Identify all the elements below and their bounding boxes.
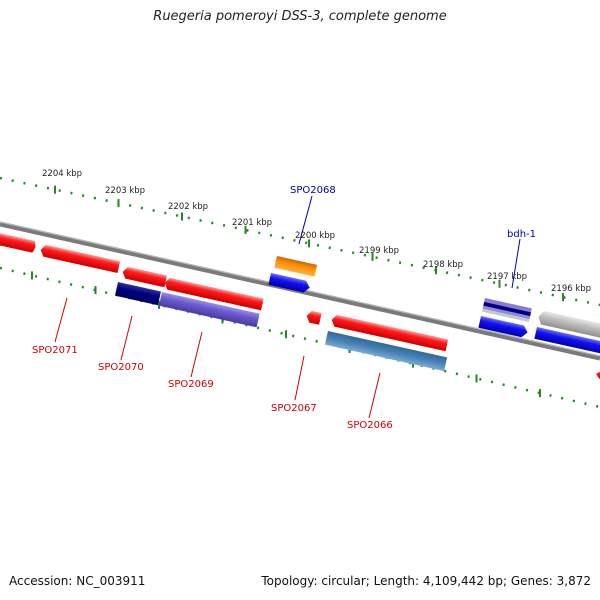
feature-spo2067[interactable] [305,310,322,325]
feature-blue-arrow-3[interactable] [534,327,600,354]
leader-spo2071 [54,297,68,343]
tick-labels: 2204 kbp 2203 kbp 2202 kbp 2201 kbp 2200… [42,169,591,294]
feature-spo2066-red[interactable] [330,314,449,352]
tick-label: 2202 kbp [168,202,208,212]
tick-label: 2200 kbp [295,231,335,241]
gene-label-spo2068[interactable]: SPO2068 [290,185,336,196]
tick-label: 2196 kbp [551,284,591,294]
feature-spo2068-orange[interactable] [274,256,318,277]
feature-spo2070-navy[interactable] [114,282,161,306]
feature-gray[interactable] [537,310,600,339]
feature-bdh-1-striped[interactable] [481,298,532,323]
feature-spo2071[interactable] [39,244,121,274]
leader-spo2066 [368,372,381,419]
tick-label: 2204 kbp [42,169,82,179]
tick-label: 2198 kbp [423,260,463,270]
accession-text: Accession: NC_003911 [9,574,146,588]
gene-label-spo2070[interactable]: SPO2070 [98,362,144,373]
feature-red-long[interactable] [163,277,264,311]
map-title: Ruegeria pomeroyi DSS-3, complete genome [153,9,447,24]
feature-blue-arrow-2[interactable] [478,316,528,338]
tick-label: 2201 kbp [232,218,272,228]
feature-spo2069-slate[interactable] [158,292,260,328]
gene-label-spo2067[interactable]: SPO2067 [271,403,317,414]
major-ticks [54,185,564,302]
feature-blue-arrow-1[interactable] [268,273,311,294]
genome-summary-text: Topology: circular; Length: 4,109,442 bp… [261,574,591,588]
gene-label-spo2069[interactable]: SPO2069 [168,379,214,390]
gene-labels: SPO2068 bdh-1 SPO2071 SPO2070 SPO2069 SP… [32,185,536,431]
leader-spo2069 [190,331,203,378]
tick-label: 2203 kbp [105,186,145,196]
tick-label: 2197 kbp [487,272,527,282]
gene-label-spo2071[interactable]: SPO2071 [32,345,78,356]
feature-spo2066-steel[interactable] [324,331,448,372]
leader-spo2068 [298,195,313,245]
leader-spo2067 [294,355,305,401]
label-leader-lines [54,195,521,419]
leader-spo2070 [120,315,133,361]
feature-red-small[interactable] [121,266,167,288]
tick-label: 2199 kbp [359,246,399,256]
gene-label-spo2066[interactable]: SPO2066 [347,420,393,431]
leader-bdh-1 [511,238,521,289]
feature-spo2071-left[interactable] [0,231,37,253]
feature-red-edge[interactable] [595,370,600,383]
gene-label-bdh-1[interactable]: bdh-1 [507,229,536,240]
